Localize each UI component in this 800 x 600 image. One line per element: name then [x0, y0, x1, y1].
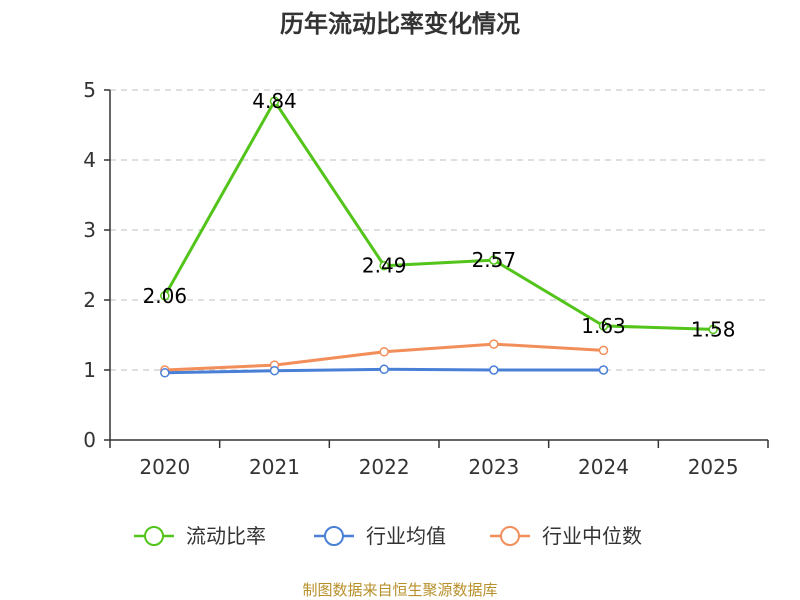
data-point — [379, 260, 389, 271]
data-point — [489, 339, 499, 349]
data-label: 2.57 — [472, 248, 517, 272]
legend: 流动比率 行业均值 行业中位数 — [134, 524, 642, 548]
y-tick-label: 3 — [83, 218, 96, 242]
y-tick-label: 2 — [83, 288, 96, 312]
x-tick-label: 2022 — [359, 455, 410, 479]
legend-label: 行业均值 — [366, 524, 446, 548]
data-point — [269, 365, 280, 376]
data-point — [489, 255, 499, 265]
data-point — [708, 324, 718, 335]
data-point — [160, 368, 170, 378]
data-label: 2.06 — [143, 284, 188, 308]
data-point — [598, 365, 609, 375]
data-labels: 2.06 4.84 2.49 2.57 1.63 1.58 — [143, 89, 736, 341]
data-label: 2.49 — [362, 254, 407, 278]
legend-swatch-marker — [324, 526, 344, 546]
y-tick-label: 0 — [83, 428, 96, 452]
legend-label: 行业中位数 — [542, 524, 642, 548]
x-tick-label: 2024 — [578, 455, 629, 479]
legend-swatch-marker — [144, 526, 164, 546]
legend-label: 流动比率 — [186, 524, 266, 548]
axes: 0 1 2 3 4 5 2020 2021 2022 2023 2024 2025 — [83, 78, 769, 479]
data-point — [598, 345, 609, 356]
series-group — [160, 96, 718, 378]
y-tick-label: 4 — [83, 148, 96, 172]
data-label: 1.58 — [691, 317, 736, 341]
x-tick-label: 2020 — [139, 455, 190, 479]
series-line-0 — [163, 99, 714, 331]
data-label: 1.63 — [581, 314, 626, 338]
x-tick-label: 2023 — [468, 455, 519, 479]
chart-title: 历年流动比率变化情况 — [280, 10, 520, 38]
data-point — [598, 321, 609, 331]
x-tick-label: 2021 — [249, 455, 300, 479]
y-tick-label: 5 — [83, 78, 96, 102]
data-label: 4.84 — [252, 89, 297, 113]
y-tick-label: 1 — [83, 358, 96, 382]
x-tick-label: 2025 — [688, 455, 739, 479]
data-point — [160, 291, 170, 301]
source-note: 制图数据来自恒生聚源数据库 — [302, 581, 497, 599]
data-point — [379, 364, 389, 375]
data-point — [489, 365, 499, 375]
data-point — [379, 347, 389, 357]
legend-swatch-marker — [500, 526, 520, 546]
data-point — [269, 96, 280, 106]
